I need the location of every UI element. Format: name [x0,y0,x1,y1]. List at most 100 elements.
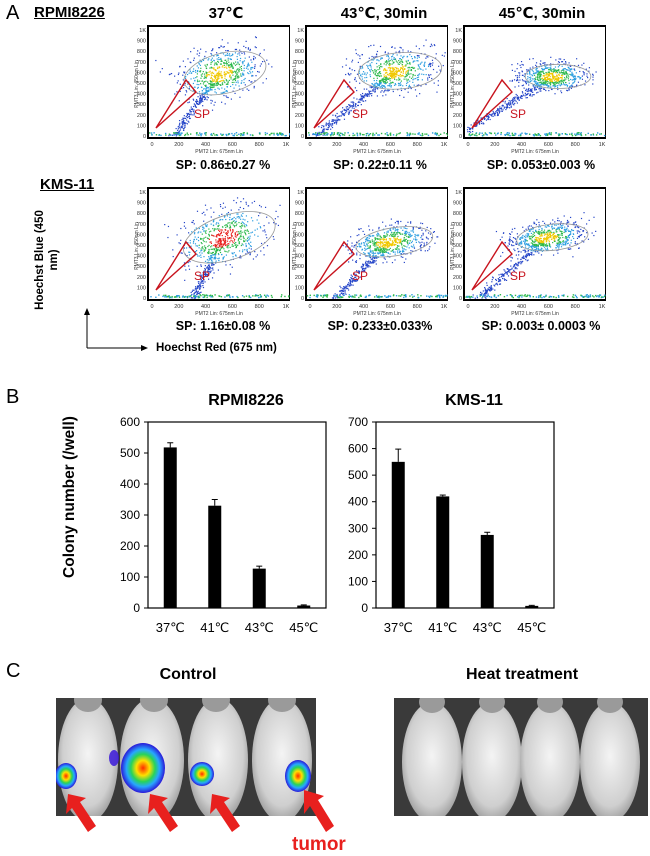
sp-gate-label: SP [510,107,526,121]
plot-xtick: 800 [571,304,580,310]
control-mice-image [56,698,312,816]
plot-xtick: 1K [283,142,290,148]
sp-gate [313,240,355,291]
sp-value-rpmi-45: SP: 0.053±0.003 % [486,158,596,172]
sp-value-rpmi-43: SP: 0.22±0.11 % [333,158,427,172]
plot-ytick: 800 [137,49,146,55]
bar-45℃ [297,605,311,608]
main-population-gate [355,226,434,258]
plot-ytick: 500 [453,81,462,87]
sp-gate [155,78,197,129]
plot-ytick: 600 [137,232,146,238]
category-label: 37℃ [384,620,413,635]
plot-events [150,197,290,299]
heat-mice-photo [394,698,648,816]
plot-ytick: 300 [295,264,304,270]
y-tick-label: 700 [348,415,368,429]
hoechst-x-arrow-head [141,345,148,351]
plot-xtick: 1K [599,304,606,310]
plot-ytick: 600 [137,70,146,76]
plot-ytick: 900 [453,201,462,207]
plot-xtick: 600 [228,304,237,310]
plot-ytick: 200 [295,113,304,119]
y-tick-label: 0 [133,601,140,615]
group-title-control: Control [159,666,217,683]
plot-ytick: 0 [459,134,462,140]
plot-xtick: 600 [386,304,395,310]
y-tick-label: 0 [361,601,368,615]
plot-ytick: 700 [137,222,146,228]
plot-xtick: 0 [308,304,311,310]
plot-ytick: 200 [453,275,462,281]
bar-45℃ [525,605,539,608]
plot-xtick: 800 [413,142,422,148]
plot-xtick: 400 [201,142,210,148]
plot-ytick: 900 [137,201,146,207]
control-mouse-3 [188,698,248,816]
bar-37℃ [163,447,177,608]
plot-events [308,39,449,137]
plot-ytick: 200 [453,113,462,119]
flow-plot-kms-2: 1K 900 800 700 600 500 400 300 200 100 0 PMT3 Lin: … [288,186,450,323]
plot-ytick: 1K [297,28,304,34]
tumor-signal-1 [56,763,77,789]
plot-ylabel: PMT3 Lin: 450nm Lin [450,222,456,270]
hoechst-axes [84,308,148,351]
plot-ytick: 300 [453,102,462,108]
plot-xtick: 200 [332,142,341,148]
bar-chart-title-rpmi: RPMI8226 [208,392,284,409]
plot-ytick: 800 [295,211,304,217]
category-label: 37℃ [156,620,185,635]
plot-xtick: 400 [359,142,368,148]
plot-ytick: 600 [453,70,462,76]
category-label: 41℃ [200,620,229,635]
panel-c-letter: C [6,660,21,682]
heat-mouse-3 [520,698,580,816]
plot-xtick: 200 [490,142,499,148]
plot-ytick: 800 [453,211,462,217]
plot-ytick: 900 [453,39,462,45]
bar-43℃ [252,568,266,608]
tumor-signal-4 [285,760,311,792]
plot-xtick: 200 [174,142,183,148]
tumor-arrow-2-icon [148,794,178,832]
bar-chart-title-kms: KMS-11 [445,392,503,409]
plot-ytick: 300 [137,264,146,270]
control-mice-photo [56,698,316,816]
condition-37c: 37℃ [208,5,244,22]
plot-ytick: 500 [137,243,146,249]
plot-ytick: 400 [295,254,304,260]
tumor-arrow-3-icon [210,794,240,832]
plot-ytick: 400 [137,254,146,260]
plot-ytick: 400 [295,92,304,98]
cell-line-rpmi8226: RPMI8226 [34,4,105,21]
plot-xtick: 800 [255,304,264,310]
plot-ytick: 500 [295,81,304,87]
category-label: 45℃ [289,620,318,635]
y-tick-label: 500 [348,468,368,482]
sp-gate-label: SP [352,107,368,121]
plot-ytick: 900 [295,201,304,207]
plot-ytick: 0 [301,134,304,140]
plot-xtick: 1K [441,142,448,148]
plot-events [149,36,291,137]
plot-ytick: 500 [453,243,462,249]
plot-frame [305,25,449,139]
plot-ytick: 900 [137,39,146,45]
plot-ytick: 1K [139,190,146,196]
colony-y-axis-label: Colony number (/well) [61,416,78,578]
main-population-gate [516,223,589,252]
plot-xtick: 0 [308,142,311,148]
plot-xtick: 800 [413,304,422,310]
sp-value-kms-43: SP: 0.233±0.033% [327,319,433,333]
condition-45c: 45℃, 30min [498,5,586,22]
plot-xtick: 800 [255,142,264,148]
plot-ytick: 100 [453,123,462,129]
flow-plot-svg: 1K 900 800 700 600 500 400 300 200 100 0 PMT3 Lin: … [450,187,607,317]
plot-ytick: 100 [453,285,462,291]
bar-41℃ [436,496,450,608]
sp-value-rpmi-37: SP: 0.86±0.27 % [175,158,271,172]
y-tick-label: 500 [120,446,140,460]
sp-value-kms-37: SP: 1.16±0.08 % [175,319,271,333]
plot-ytick: 400 [453,92,462,98]
